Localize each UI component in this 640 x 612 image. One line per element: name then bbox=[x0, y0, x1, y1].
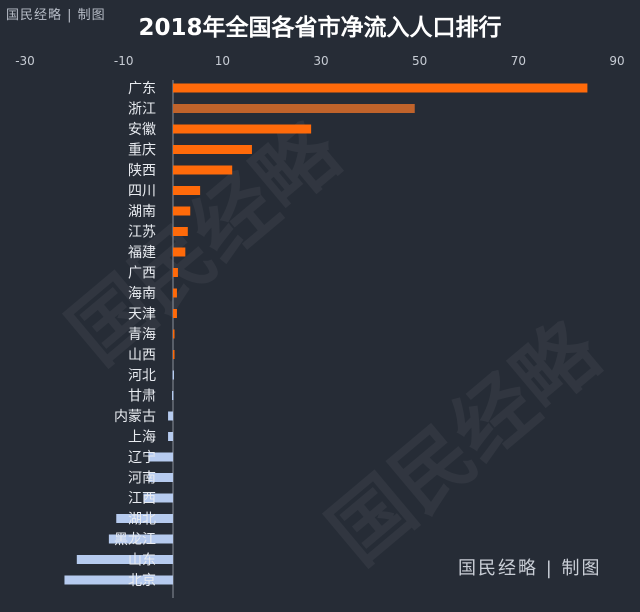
x-tick-label: -30 bbox=[15, 54, 35, 68]
category-label: 黑龙江 bbox=[114, 532, 156, 548]
category-label: 山西 bbox=[128, 348, 156, 364]
category-label: 湖南 bbox=[128, 204, 156, 220]
category-label: 甘肃 bbox=[128, 389, 156, 405]
category-label: 辽宁 bbox=[128, 449, 156, 466]
category-label: 江西 bbox=[128, 491, 156, 507]
category-label: 上海 bbox=[128, 430, 156, 446]
bar bbox=[172, 391, 174, 400]
bar bbox=[173, 124, 312, 134]
category-label: 四川 bbox=[128, 184, 156, 200]
bar bbox=[173, 165, 233, 175]
category-label: 重庆 bbox=[128, 143, 156, 159]
category-label: 天津 bbox=[128, 307, 156, 323]
x-tick-label: 90 bbox=[609, 54, 624, 68]
x-tick-label: -10 bbox=[114, 54, 134, 68]
category-label: 山东 bbox=[128, 553, 156, 569]
x-tick-label: 10 bbox=[215, 54, 230, 68]
bar bbox=[173, 268, 178, 277]
category-label: 湖北 bbox=[128, 512, 156, 528]
category-label: 内蒙古 bbox=[114, 409, 156, 425]
category-label: 江苏 bbox=[128, 225, 156, 241]
bar bbox=[116, 514, 173, 523]
category-label: 广东 bbox=[128, 81, 156, 97]
category-label: 浙江 bbox=[128, 102, 156, 118]
category-label: 安徽 bbox=[128, 122, 156, 138]
bar bbox=[173, 329, 175, 339]
bar bbox=[168, 411, 173, 421]
top-brand-watermark: 国民经略 | 制图 bbox=[6, 8, 106, 23]
bar bbox=[173, 83, 588, 93]
bar bbox=[148, 473, 173, 482]
bar bbox=[76, 555, 173, 564]
bar bbox=[148, 452, 173, 462]
bar bbox=[173, 227, 188, 236]
bar bbox=[173, 247, 186, 257]
chart-title: 2018年全国各省市净流入人口排行 bbox=[138, 15, 502, 41]
bottom-brand-watermark: 国民经略 | 制图 bbox=[458, 558, 602, 579]
bar bbox=[143, 493, 173, 503]
bar bbox=[173, 186, 201, 195]
bar bbox=[108, 534, 173, 544]
x-tick-label: 70 bbox=[511, 54, 526, 68]
bar bbox=[173, 104, 415, 113]
bar bbox=[173, 309, 177, 318]
bar bbox=[173, 350, 175, 359]
bar bbox=[173, 145, 252, 154]
category-label: 海南 bbox=[128, 286, 156, 302]
x-tick-label: 50 bbox=[412, 54, 427, 68]
bar bbox=[168, 432, 173, 441]
category-label: 青海 bbox=[128, 327, 156, 343]
category-label: 河南 bbox=[128, 471, 156, 487]
bar bbox=[172, 370, 175, 380]
bar bbox=[64, 575, 173, 585]
category-label: 河北 bbox=[128, 368, 156, 384]
category-label: 广西 bbox=[128, 266, 156, 282]
bar bbox=[173, 206, 191, 216]
category-label: 北京 bbox=[128, 573, 156, 589]
category-label: 陕西 bbox=[128, 163, 156, 179]
x-tick-label: 30 bbox=[313, 54, 328, 68]
bar bbox=[173, 288, 177, 298]
category-label: 福建 bbox=[128, 245, 156, 261]
